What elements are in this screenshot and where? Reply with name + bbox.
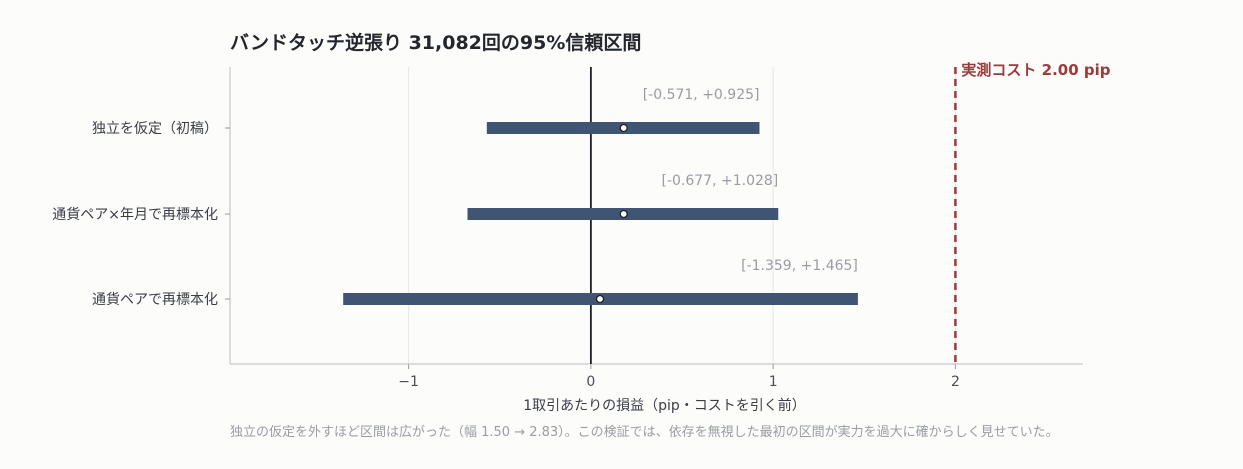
interval-rows: 独立を仮定（初稿） [-0.571, +0.925] 通貨ペア×年月で再標本化 [-0…: [52, 87, 858, 308]
x-axis-title: 1取引あたりの損益（pip・コストを引く前）: [523, 397, 806, 414]
ci-range-label: [-1.359, +1.465]: [741, 258, 858, 274]
x-tick-label: −1: [398, 374, 419, 390]
axes: [225, 67, 1083, 369]
ci-range-label: [-0.677, +1.028]: [661, 173, 778, 189]
row-label: 通貨ペアで再標本化: [92, 291, 218, 308]
reference-line-group: 実測コスト 2.00 pip: [954, 61, 1111, 364]
chart-title: バンドタッチ逆張り 31,082回の95%信頼区間: [230, 32, 642, 54]
row-label: 独立を仮定（初稿）: [92, 120, 218, 137]
ci-range-label: [-0.571, +0.925]: [643, 87, 760, 103]
point-estimate-marker: [619, 209, 628, 219]
chart-caption: 独立の仮定を外すほど区間は広がった（幅 1.50 → 2.83）。この検証では、…: [230, 425, 1059, 440]
point-estimate-marker: [619, 123, 628, 133]
x-tick-label: 1: [769, 374, 778, 390]
x-tick-label: 2: [951, 374, 960, 390]
row-label: 通貨ペア×年月で再標本化: [52, 206, 218, 223]
reference-line-label: 実測コスト 2.00 pip: [961, 61, 1110, 79]
point-estimate-marker: [595, 294, 605, 304]
x-tick-label: 0: [586, 374, 595, 390]
x-tick-labels: −1 0 1 2: [398, 374, 960, 390]
